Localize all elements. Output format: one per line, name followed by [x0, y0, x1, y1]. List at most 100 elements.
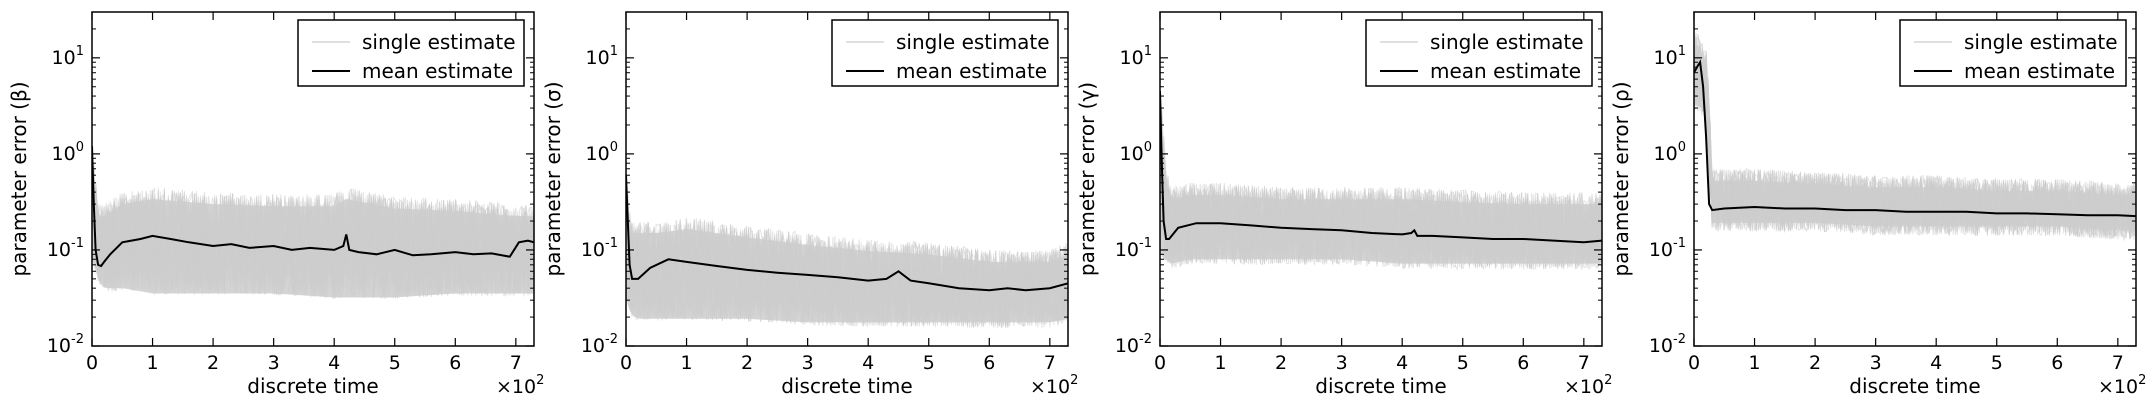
- mean-estimate-line: [1694, 59, 2136, 218]
- legend: single estimate mean estimate: [1899, 19, 2127, 87]
- plot-frame: [91, 11, 535, 347]
- x-axis-title: discrete time: [1315, 374, 1446, 398]
- x-tick-label: 5: [1457, 352, 1469, 374]
- x-tick-label: 0: [86, 352, 98, 374]
- y-tick-label: 100: [1654, 140, 1686, 165]
- x-tick-label: 6: [983, 352, 995, 374]
- mean-estimate-line: [626, 175, 1068, 292]
- y-tick-label: 10-1: [581, 236, 618, 261]
- legend-box: [1365, 19, 1593, 87]
- single-estimate-band: [1160, 98, 1602, 264]
- x-axis-title: discrete time: [247, 374, 378, 398]
- x-tick-label: 0: [1688, 352, 1700, 374]
- legend-label-mean: mean estimate: [1964, 59, 2115, 83]
- x-tick-label: 3: [268, 352, 280, 374]
- single-estimate-traces: [626, 177, 1068, 329]
- panel-4: 0 1 2 3 4 5 6 7 10-2 10-1 100 101 discrete time param…: [1609, 11, 2146, 398]
- x-tick-label: 2: [1809, 352, 1821, 374]
- x-tick-label: 4: [862, 352, 874, 374]
- x-axis-title: discrete time: [781, 374, 912, 398]
- legend: single estimate mean estimate: [297, 19, 525, 87]
- legend: single estimate mean estimate: [1365, 19, 1593, 87]
- legend-box: [1899, 19, 2127, 87]
- y-tick-label: 101: [1120, 44, 1152, 69]
- x-tick-label: 3: [1336, 352, 1348, 374]
- legend-label-single: single estimate: [1964, 30, 2118, 54]
- y-tick-label: 100: [1120, 140, 1152, 165]
- legend-label-single: single estimate: [896, 30, 1050, 54]
- y-tick-label: 10-2: [47, 332, 84, 357]
- mean-estimate-line: [1160, 91, 1602, 244]
- single-estimate-traces: [1694, 32, 2136, 242]
- x-multiplier-label: ×102: [496, 373, 544, 398]
- y-axis-title: parameter error (γ): [1075, 82, 1099, 276]
- y-axis-title: parameter error (σ): [541, 82, 565, 277]
- plot-area: [626, 175, 1068, 329]
- x-tick-label: 6: [1517, 352, 1529, 374]
- plot-area: [1694, 32, 2136, 242]
- plot-frame: [1693, 11, 2137, 347]
- legend-label-mean: mean estimate: [362, 59, 513, 83]
- plot-frame: [625, 11, 1069, 347]
- x-tick-label: 5: [389, 352, 401, 374]
- y-tick-label: 101: [586, 44, 618, 69]
- y-tick-label: 10-2: [1649, 332, 1686, 357]
- legend-label-mean: mean estimate: [896, 59, 1047, 83]
- plot-area: [1160, 91, 1602, 271]
- y-tick-label: 10-2: [581, 332, 618, 357]
- x-tick-label: 7: [2112, 352, 2124, 374]
- x-tick-label: 4: [1930, 352, 1942, 374]
- plot-frame: [1159, 11, 1603, 347]
- x-tick-label: 1: [1215, 352, 1227, 374]
- x-tick-label: 3: [802, 352, 814, 374]
- mean-estimate-line: [92, 146, 534, 268]
- single-estimate-traces: [1160, 92, 1602, 271]
- x-tick-label: 2: [1275, 352, 1287, 374]
- legend: single estimate mean estimate: [831, 19, 1059, 87]
- x-tick-label: 0: [1154, 352, 1166, 374]
- x-tick-label: 6: [449, 352, 461, 374]
- x-tick-label: 4: [1396, 352, 1408, 374]
- y-tick-label: 101: [52, 44, 84, 69]
- x-tick-label: 1: [681, 352, 693, 374]
- x-tick-label: 1: [147, 352, 159, 374]
- panel-1: 0 1 2 3 4 5 6 7 10-2 10-1 100 101 discrete time param…: [7, 11, 544, 398]
- single-estimate-traces: [92, 139, 534, 301]
- x-axis-title: discrete time: [1849, 374, 1980, 398]
- x-tick-label: 7: [1578, 352, 1590, 374]
- y-tick-label: 10-1: [1115, 236, 1152, 261]
- y-tick-label: 100: [52, 140, 84, 165]
- x-tick-label: 2: [207, 352, 219, 374]
- x-multiplier-label: ×102: [1564, 373, 1612, 398]
- single-estimate-band: [92, 149, 534, 298]
- x-tick-label: 1: [1749, 352, 1761, 374]
- x-tick-label: 4: [328, 352, 340, 374]
- y-axis-title: parameter error (β): [7, 81, 31, 276]
- x-tick-label: 3: [1870, 352, 1882, 374]
- x-tick-label: 2: [741, 352, 753, 374]
- legend-label-single: single estimate: [1430, 30, 1584, 54]
- y-tick-label: 100: [586, 140, 618, 165]
- x-tick-label: 5: [1991, 352, 2003, 374]
- y-tick-label: 10-1: [47, 236, 84, 261]
- panel-3: 0 1 2 3 4 5 6 7 10-2 10-1 100 101 discrete time param…: [1075, 11, 1612, 398]
- y-tick-label: 10-2: [1115, 332, 1152, 357]
- x-tick-label: 5: [923, 352, 935, 374]
- legend-box: [831, 19, 1059, 87]
- y-axis-title: parameter error (ρ): [1609, 81, 1633, 276]
- x-tick-label: 6: [2051, 352, 2063, 374]
- y-tick-label: 10-1: [1649, 236, 1686, 261]
- x-multiplier-label: ×102: [1030, 373, 1078, 398]
- legend-label-mean: mean estimate: [1430, 59, 1581, 83]
- legend-box: [297, 19, 525, 87]
- single-estimate-band: [1694, 45, 2136, 231]
- x-multiplier-label: ×102: [2098, 373, 2146, 398]
- x-tick-label: 7: [1044, 352, 1056, 374]
- y-tick-label: 101: [1654, 44, 1686, 69]
- plot-area: [92, 139, 534, 301]
- legend-label-single: single estimate: [362, 30, 516, 54]
- panel-2: 0 1 2 3 4 5 6 7 10-2 10-1 100 101 discrete time param…: [541, 11, 1078, 398]
- x-tick-label: 0: [620, 352, 632, 374]
- x-tick-label: 7: [510, 352, 522, 374]
